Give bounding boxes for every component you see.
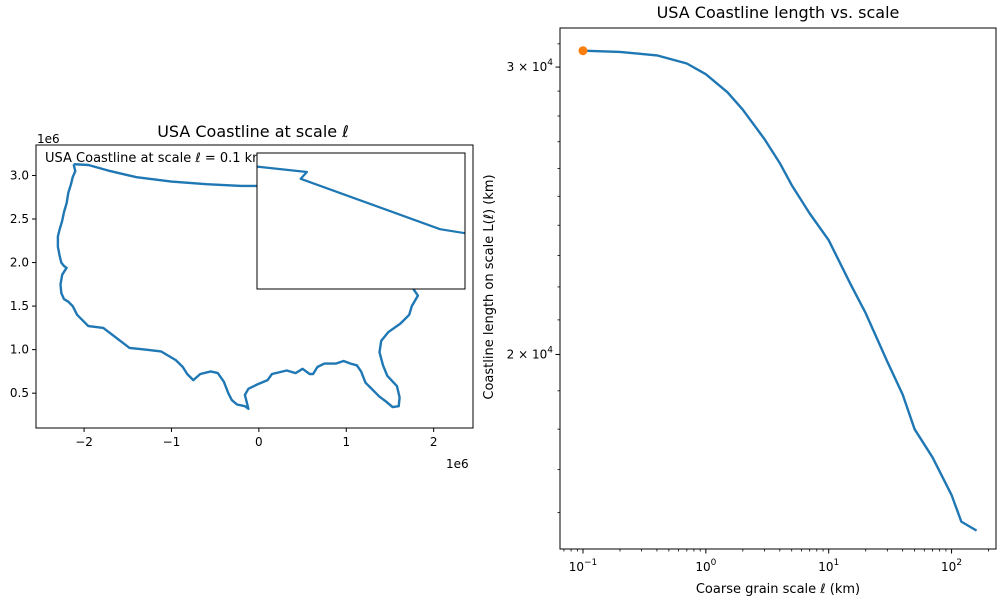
map-y-tick-label: 1.0 bbox=[10, 343, 29, 357]
map-y-axis: 0.5 1.0 1.5 2.0 2.5 3.0 bbox=[10, 168, 36, 400]
map-y-tick-label: 2.0 bbox=[10, 256, 29, 270]
scale-x-tick-label: 10−1 bbox=[569, 558, 598, 574]
map-x-tick-label: −1 bbox=[163, 435, 181, 449]
scale-x-tick-label: 101 bbox=[818, 558, 839, 574]
inset-coastline-line bbox=[257, 165, 465, 235]
map-y-tick-label: 0.5 bbox=[10, 386, 29, 400]
scale-y-tick-label: 2 × 104 bbox=[507, 345, 554, 361]
inset-frame bbox=[256, 152, 466, 290]
map-title: USA Coastline at scale ℓ bbox=[157, 122, 349, 141]
start-point-marker bbox=[578, 46, 588, 56]
length-series-line bbox=[582, 49, 978, 532]
scale-x-tick-label: 102 bbox=[941, 558, 962, 574]
map-x-axis: −2 −1 0 1 2 bbox=[75, 428, 437, 449]
map-x-tick-label: 0 bbox=[255, 435, 263, 449]
map-y-tick-label: 2.5 bbox=[10, 212, 29, 226]
map-y-tick-label: 1.5 bbox=[10, 299, 29, 313]
map-y-offset-label: 1e6 bbox=[37, 132, 60, 146]
map-x-tick-label: −2 bbox=[75, 435, 93, 449]
scale-y-tick-label: 3 × 104 bbox=[507, 58, 554, 74]
scale-title: USA Coastline length vs. scale bbox=[657, 3, 900, 22]
map-panel: USA Coastline at scale ℓ 1e6 1e6 −2 −1 0 1 2… bbox=[10, 122, 474, 471]
scale-axes-ticks: 10−1 100 101 102 2 × 104 3 × 104 bbox=[507, 43, 989, 574]
map-annotation: USA Coastline at scale ℓ = 0.1 km bbox=[45, 151, 265, 166]
scale-axes-frame bbox=[559, 27, 997, 550]
scale-x-tick-label: 100 bbox=[695, 558, 716, 574]
map-x-tick-label: 1 bbox=[342, 435, 350, 449]
map-x-tick-label: 2 bbox=[430, 435, 438, 449]
scale-x-label: Coarse grain scale ℓ (km) bbox=[696, 582, 860, 597]
scale-y-label: Coastline length on scale L(ℓ) (km) bbox=[482, 174, 497, 399]
inset-background bbox=[257, 153, 465, 289]
map-y-tick-label: 3.0 bbox=[10, 168, 29, 182]
map-x-offset-label: 1e6 bbox=[446, 457, 469, 471]
map-axes-frame bbox=[35, 144, 474, 429]
scale-panel: USA Coastline length vs. scale 10−1 100 10… bbox=[482, 3, 997, 597]
